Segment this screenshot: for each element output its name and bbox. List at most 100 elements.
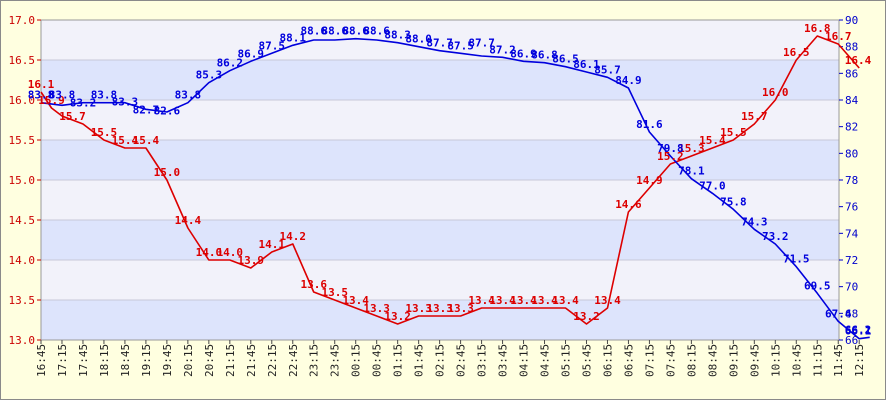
temperature-line	[40, 35, 860, 325]
x-tick-label: 12:15	[853, 344, 866, 377]
temperature-data-label: 13.4	[489, 294, 516, 307]
humidity-data-label: 88.6	[300, 25, 327, 38]
temperature-data-label: 16.4	[845, 54, 872, 67]
x-tick-label: 01:45	[413, 344, 426, 377]
x-tick-label: 05:15	[560, 344, 573, 377]
temperature-data-label: 13.3	[426, 302, 453, 315]
x-tick-label: 17:45	[77, 344, 90, 377]
humidity-data-label: 66.2	[845, 323, 872, 336]
x-tick-label: 10:45	[790, 344, 803, 377]
y-left-tick-label: 15.5	[9, 134, 36, 147]
temperature-data-label: 13.2	[384, 310, 411, 323]
x-tick-label: 23:45	[329, 344, 342, 377]
plot-band	[41, 180, 839, 220]
humidity-data-label: 83.8	[28, 89, 55, 102]
y-right-tick-label: 74	[845, 227, 859, 240]
x-tick-label: 03:45	[497, 344, 510, 377]
x-tick-label: 21:45	[245, 344, 258, 377]
y-right-tick-label: 80	[845, 147, 858, 160]
y-right-tick-label: 72	[845, 254, 858, 267]
y-left-tick-label: 15.0	[9, 174, 36, 187]
temperature-data-label: 13.4	[468, 294, 495, 307]
y-right-tick-label: 82	[845, 121, 858, 134]
humidity-data-label: 86.2	[217, 57, 244, 70]
humidity-data-label: 85.3	[196, 69, 223, 82]
temperature-data-label: 15.7	[59, 110, 86, 123]
humidity-data-label: 66.1	[845, 325, 872, 338]
x-tick-label: 08:45	[706, 344, 719, 377]
humidity-data-label: 78.1	[678, 165, 705, 178]
x-tick-label: 19:15	[140, 344, 153, 377]
plot-band	[41, 260, 839, 300]
temperature-data-label: 14.9	[636, 174, 663, 187]
humidity-data-label: 85.7	[594, 63, 621, 76]
humidity-data-label: 83.2	[70, 97, 97, 110]
y-right-tick-label: 78	[845, 174, 858, 187]
temperature-data-label: 16.1	[28, 78, 55, 91]
x-tick-label: 11:15	[811, 344, 824, 377]
humidity-data-label: 82.7	[133, 103, 160, 116]
temperature-data-label: 13.5	[321, 286, 348, 299]
humidity-data-label: 86.5	[552, 53, 579, 66]
x-tick-label: 03:15	[476, 344, 489, 377]
temperature-data-label: 16.7	[825, 30, 852, 43]
x-tick-label: 17:15	[56, 344, 69, 377]
plot-band	[41, 60, 839, 100]
temperature-data-label: 15.3	[678, 142, 705, 155]
temperature-data-label: 13.3	[363, 302, 390, 315]
temperature-data-label: 16.8	[804, 22, 831, 35]
plot-band	[41, 140, 839, 180]
humidity-data-label: 88.6	[342, 25, 369, 38]
temperature-data-label: 15.0	[154, 166, 181, 179]
x-tick-label: 23:15	[308, 344, 321, 377]
plot-band	[41, 20, 839, 60]
y-right-tick-label: 66	[845, 334, 858, 347]
y-left-tick-label: 14.0	[9, 254, 36, 267]
x-tick-label: 20:45	[203, 344, 216, 377]
temperature-data-label: 13.2	[573, 310, 600, 323]
x-tick-label: 20:15	[182, 344, 195, 377]
y-left-tick-label: 16.5	[9, 54, 36, 67]
temperature-data-label: 16.0	[762, 86, 789, 99]
temperature-data-label: 15.5	[91, 126, 118, 139]
humidity-data-label: 88.6	[321, 25, 348, 38]
humidity-data-label: 79.8	[657, 142, 684, 155]
humidity-data-label: 71.5	[783, 253, 810, 266]
humidity-data-label: 86.8	[531, 49, 558, 62]
y-left-tick-label: 17.0	[9, 14, 36, 27]
x-tick-label: 06:15	[601, 344, 614, 377]
x-tick-label: 11:45	[832, 344, 845, 377]
humidity-data-label: 87.5	[259, 39, 286, 52]
temperature-data-label: 13.4	[594, 294, 621, 307]
x-tick-label: 18:15	[98, 344, 111, 377]
y-right-tick-label: 86	[845, 67, 858, 80]
temperature-data-label: 13.4	[510, 294, 537, 307]
x-tick-label: 21:15	[224, 344, 237, 377]
temperature-data-label: 14.0	[217, 246, 244, 259]
humidity-data-label: 87.7	[426, 37, 453, 50]
x-tick-label: 05:45	[580, 344, 593, 377]
temperature-data-label: 15.5	[720, 126, 747, 139]
temperature-data-label: 14.2	[280, 230, 307, 243]
temperature-data-label: 16.5	[783, 46, 810, 59]
humidity-data-label: 87.7	[468, 37, 495, 50]
temperature-data-label: 14.4	[175, 214, 202, 227]
humidity-data-label: 83.8	[49, 89, 76, 102]
temperature-data-label: 14.0	[196, 246, 223, 259]
temperature-data-label: 13.4	[552, 294, 579, 307]
humidity-data-label: 82.6	[154, 105, 181, 118]
humidity-data-label: 74.3	[741, 215, 768, 228]
y-left-tick-label: 14.5	[9, 214, 36, 227]
x-tick-label: 08:15	[685, 344, 698, 377]
x-tick-label: 22:15	[266, 344, 279, 377]
temperature-data-label: 13.4	[342, 294, 369, 307]
humidity-data-label: 88.1	[280, 31, 307, 44]
humidity-data-label: 75.8	[720, 195, 747, 208]
humidity-data-label: 83.8	[91, 89, 118, 102]
humidity-data-label: 88.3	[384, 29, 411, 42]
y-left-tick-label: 13.0	[9, 334, 36, 347]
x-tick-label: 02:15	[434, 344, 447, 377]
x-tick-label: 06:45	[622, 344, 635, 377]
humidity-data-label: 87.2	[489, 43, 516, 56]
